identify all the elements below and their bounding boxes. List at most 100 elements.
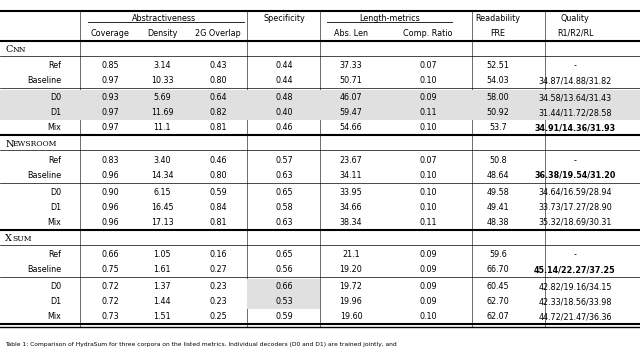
Text: 0.72: 0.72 bbox=[101, 297, 119, 306]
Text: 0.63: 0.63 bbox=[275, 171, 292, 180]
Text: 0.46: 0.46 bbox=[209, 156, 227, 165]
Text: 0.82: 0.82 bbox=[209, 109, 227, 117]
Bar bbox=[0, 90, 640, 105]
Text: 0.09: 0.09 bbox=[419, 282, 437, 291]
Text: 0.66: 0.66 bbox=[101, 250, 119, 259]
Text: 42.33/18.56/33.98: 42.33/18.56/33.98 bbox=[538, 297, 612, 306]
Text: 0.59: 0.59 bbox=[275, 313, 293, 322]
Text: 50.8: 50.8 bbox=[489, 156, 507, 165]
Text: 14.34: 14.34 bbox=[151, 171, 173, 180]
Text: 33.95: 33.95 bbox=[340, 188, 362, 197]
Text: 19.72: 19.72 bbox=[340, 282, 362, 291]
Text: 0.44: 0.44 bbox=[275, 61, 292, 70]
Text: Ref: Ref bbox=[49, 250, 61, 259]
Text: 0.84: 0.84 bbox=[209, 203, 227, 212]
Text: 34.66: 34.66 bbox=[340, 203, 362, 212]
Text: D1: D1 bbox=[51, 203, 61, 212]
Text: 31.44/11.72/28.58: 31.44/11.72/28.58 bbox=[538, 109, 612, 117]
Text: 10.33: 10.33 bbox=[151, 76, 173, 85]
Text: Ref: Ref bbox=[49, 61, 61, 70]
Text: FRE: FRE bbox=[490, 29, 506, 38]
Text: 45.14/22.27/37.25: 45.14/22.27/37.25 bbox=[534, 265, 616, 274]
Text: 0.11: 0.11 bbox=[419, 218, 436, 227]
Text: 0.09: 0.09 bbox=[419, 265, 437, 274]
Text: 0.66: 0.66 bbox=[275, 282, 292, 291]
Text: 0.46: 0.46 bbox=[275, 123, 292, 132]
Text: 1.61: 1.61 bbox=[153, 265, 171, 274]
Text: 11.69: 11.69 bbox=[150, 109, 173, 117]
Text: R1/R2/RL: R1/R2/RL bbox=[557, 29, 593, 38]
Text: NN: NN bbox=[13, 45, 26, 53]
Text: D0: D0 bbox=[51, 93, 61, 102]
Text: 0.83: 0.83 bbox=[101, 156, 119, 165]
Text: 1.51: 1.51 bbox=[153, 313, 171, 322]
Text: Mix: Mix bbox=[47, 123, 61, 132]
Text: Length-metrics: Length-metrics bbox=[359, 14, 420, 23]
Text: 0.40: 0.40 bbox=[275, 109, 292, 117]
Text: 0.59: 0.59 bbox=[209, 188, 227, 197]
Text: 19.96: 19.96 bbox=[340, 297, 362, 306]
Text: D0: D0 bbox=[51, 282, 61, 291]
Text: 0.65: 0.65 bbox=[275, 250, 293, 259]
Text: 35.32/18.69/30.31: 35.32/18.69/30.31 bbox=[538, 218, 612, 227]
Text: 0.44: 0.44 bbox=[275, 76, 292, 85]
Text: D1: D1 bbox=[51, 297, 61, 306]
Text: 0.63: 0.63 bbox=[275, 218, 292, 227]
Text: 2G Overlap: 2G Overlap bbox=[195, 29, 241, 38]
Text: 62.70: 62.70 bbox=[486, 297, 509, 306]
Text: 50.92: 50.92 bbox=[486, 109, 509, 117]
Text: 19.60: 19.60 bbox=[340, 313, 362, 322]
Text: 62.07: 62.07 bbox=[486, 313, 509, 322]
Text: 37.33: 37.33 bbox=[340, 61, 362, 70]
Text: 0.81: 0.81 bbox=[209, 218, 227, 227]
Text: 0.65: 0.65 bbox=[275, 188, 293, 197]
Text: 1.05: 1.05 bbox=[153, 250, 171, 259]
Text: -: - bbox=[573, 156, 577, 165]
Text: N: N bbox=[5, 139, 13, 148]
Text: 11.1: 11.1 bbox=[153, 123, 171, 132]
Text: 60.45: 60.45 bbox=[486, 282, 509, 291]
Text: Baseline: Baseline bbox=[28, 265, 61, 274]
Bar bbox=[0, 105, 640, 121]
Text: 0.96: 0.96 bbox=[101, 171, 119, 180]
Text: 0.57: 0.57 bbox=[275, 156, 293, 165]
Text: 1.44: 1.44 bbox=[153, 297, 171, 306]
Text: Abs. Len: Abs. Len bbox=[334, 29, 368, 38]
Text: Mix: Mix bbox=[47, 218, 61, 227]
Text: X: X bbox=[5, 234, 12, 243]
Text: Baseline: Baseline bbox=[28, 171, 61, 180]
Text: C: C bbox=[5, 45, 13, 54]
Text: 0.80: 0.80 bbox=[209, 171, 227, 180]
Text: 0.27: 0.27 bbox=[209, 265, 227, 274]
Text: 49.41: 49.41 bbox=[486, 203, 509, 212]
Text: 19.20: 19.20 bbox=[340, 265, 362, 274]
Text: 0.56: 0.56 bbox=[275, 265, 293, 274]
Text: Mix: Mix bbox=[47, 313, 61, 322]
Text: 5.69: 5.69 bbox=[153, 93, 171, 102]
Text: 0.64: 0.64 bbox=[209, 93, 227, 102]
Text: 0.23: 0.23 bbox=[209, 282, 227, 291]
Text: Abstractiveness: Abstractiveness bbox=[132, 14, 196, 23]
Text: Baseline: Baseline bbox=[28, 76, 61, 85]
Text: 0.58: 0.58 bbox=[275, 203, 293, 212]
Text: 0.96: 0.96 bbox=[101, 218, 119, 227]
Text: 0.96: 0.96 bbox=[101, 203, 119, 212]
Text: 49.58: 49.58 bbox=[486, 188, 509, 197]
Text: 36.38/19.54/31.20: 36.38/19.54/31.20 bbox=[534, 171, 616, 180]
Text: Table 1: Comparison of HydraSum for three corpora on the listed metrics. Individ: Table 1: Comparison of HydraSum for thre… bbox=[5, 342, 397, 347]
Text: 23.67: 23.67 bbox=[340, 156, 362, 165]
Text: D1: D1 bbox=[51, 109, 61, 117]
Text: 0.10: 0.10 bbox=[419, 203, 436, 212]
Text: 0.75: 0.75 bbox=[101, 265, 119, 274]
Text: 16.45: 16.45 bbox=[150, 203, 173, 212]
Text: 21.1: 21.1 bbox=[342, 250, 360, 259]
Text: 0.07: 0.07 bbox=[419, 156, 437, 165]
Text: 0.85: 0.85 bbox=[101, 61, 119, 70]
Text: 17.13: 17.13 bbox=[150, 218, 173, 227]
Text: 0.10: 0.10 bbox=[419, 76, 436, 85]
Text: Ref: Ref bbox=[49, 156, 61, 165]
Text: 0.81: 0.81 bbox=[209, 123, 227, 132]
Text: 0.80: 0.80 bbox=[209, 76, 227, 85]
Text: 0.10: 0.10 bbox=[419, 188, 436, 197]
Text: 0.10: 0.10 bbox=[419, 123, 436, 132]
